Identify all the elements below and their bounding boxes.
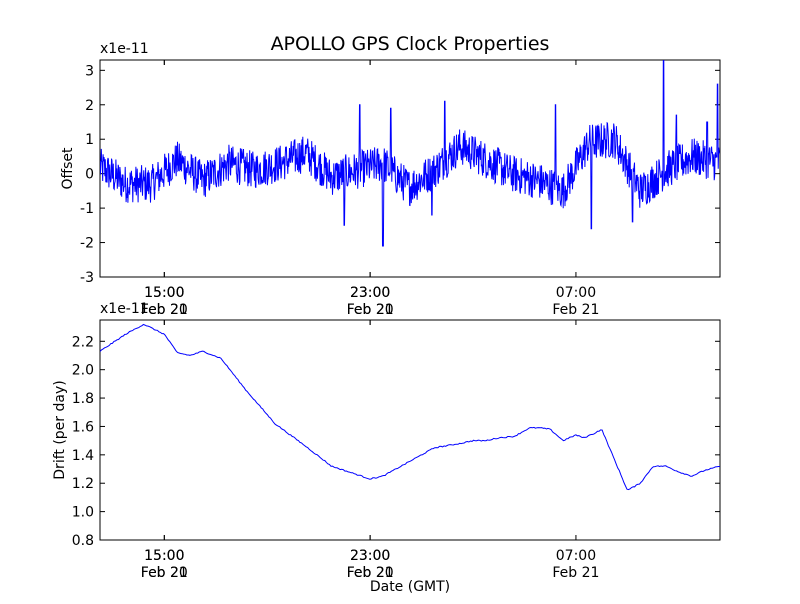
y-axis-label: Offset [60, 147, 76, 190]
x-tick-label-date: Feb 20 [141, 302, 188, 318]
y-tick-label: 3 [85, 63, 94, 79]
y-tick-label: -1 [80, 201, 94, 217]
x-tick-label-time: 07:00 [556, 548, 596, 564]
x-tick-label-date: Feb 20 [347, 302, 394, 318]
x-tick-label-date: Feb 20 [347, 565, 394, 581]
y-axis-label: Drift (per day) [52, 380, 68, 479]
y-tick-label: 2 [85, 98, 94, 114]
x-tick-label-date: Feb 21 [347, 302, 394, 318]
x-tick-label-date: Feb 21 [552, 302, 599, 318]
x-tick-label-time: 23:00 [350, 285, 390, 301]
y-tick-label: 1.4 [72, 448, 94, 464]
series-line-drift [100, 323, 720, 491]
x-tick-label-time: 15:00 [144, 548, 184, 564]
y-tick-label: 1.2 [72, 476, 94, 492]
y-tick-label: 2.2 [72, 334, 94, 350]
x-tick-label-time: 07:00 [556, 285, 596, 301]
x-tick-label-time: 23:00 [350, 285, 390, 301]
x-axis-label: Date (GMT) [370, 579, 450, 595]
scale-label: x1e-11 [100, 41, 149, 57]
plot-frame [99, 319, 721, 541]
x-tick-label-time: 15:00 [144, 285, 184, 301]
y-tick-label: -2 [80, 236, 94, 252]
y-tick-label: 0 [85, 167, 94, 183]
chart-title: APOLLO GPS Clock Properties [271, 33, 550, 55]
y-tick-label: 0.8 [72, 533, 94, 549]
x-tick-label-date: Feb 21 [141, 302, 188, 318]
series-line-offset [100, 60, 720, 247]
x-tick-label-time: 15:00 [144, 548, 184, 564]
x-tick-label-time: 23:00 [350, 548, 390, 564]
x-tick-label-time: 15:00 [144, 285, 184, 301]
x-tick-label-date: Feb 21 [141, 565, 188, 581]
x-tick-label-date: Feb 20 [141, 565, 188, 581]
y-tick-label: 2.0 [72, 363, 94, 379]
x-tick-label-date: Feb 21 [347, 565, 394, 581]
y-tick-label: -3 [80, 270, 94, 286]
y-tick-label: 1 [85, 132, 94, 148]
x-tick-label-time: 23:00 [350, 548, 390, 564]
y-tick-label: 1.6 [72, 419, 94, 435]
y-tick-label: 1.8 [72, 391, 94, 407]
x-tick-label-date: Feb 21 [552, 565, 599, 581]
y-tick-label: 1.0 [72, 505, 94, 521]
scale-label: x1e-11 [100, 301, 149, 317]
